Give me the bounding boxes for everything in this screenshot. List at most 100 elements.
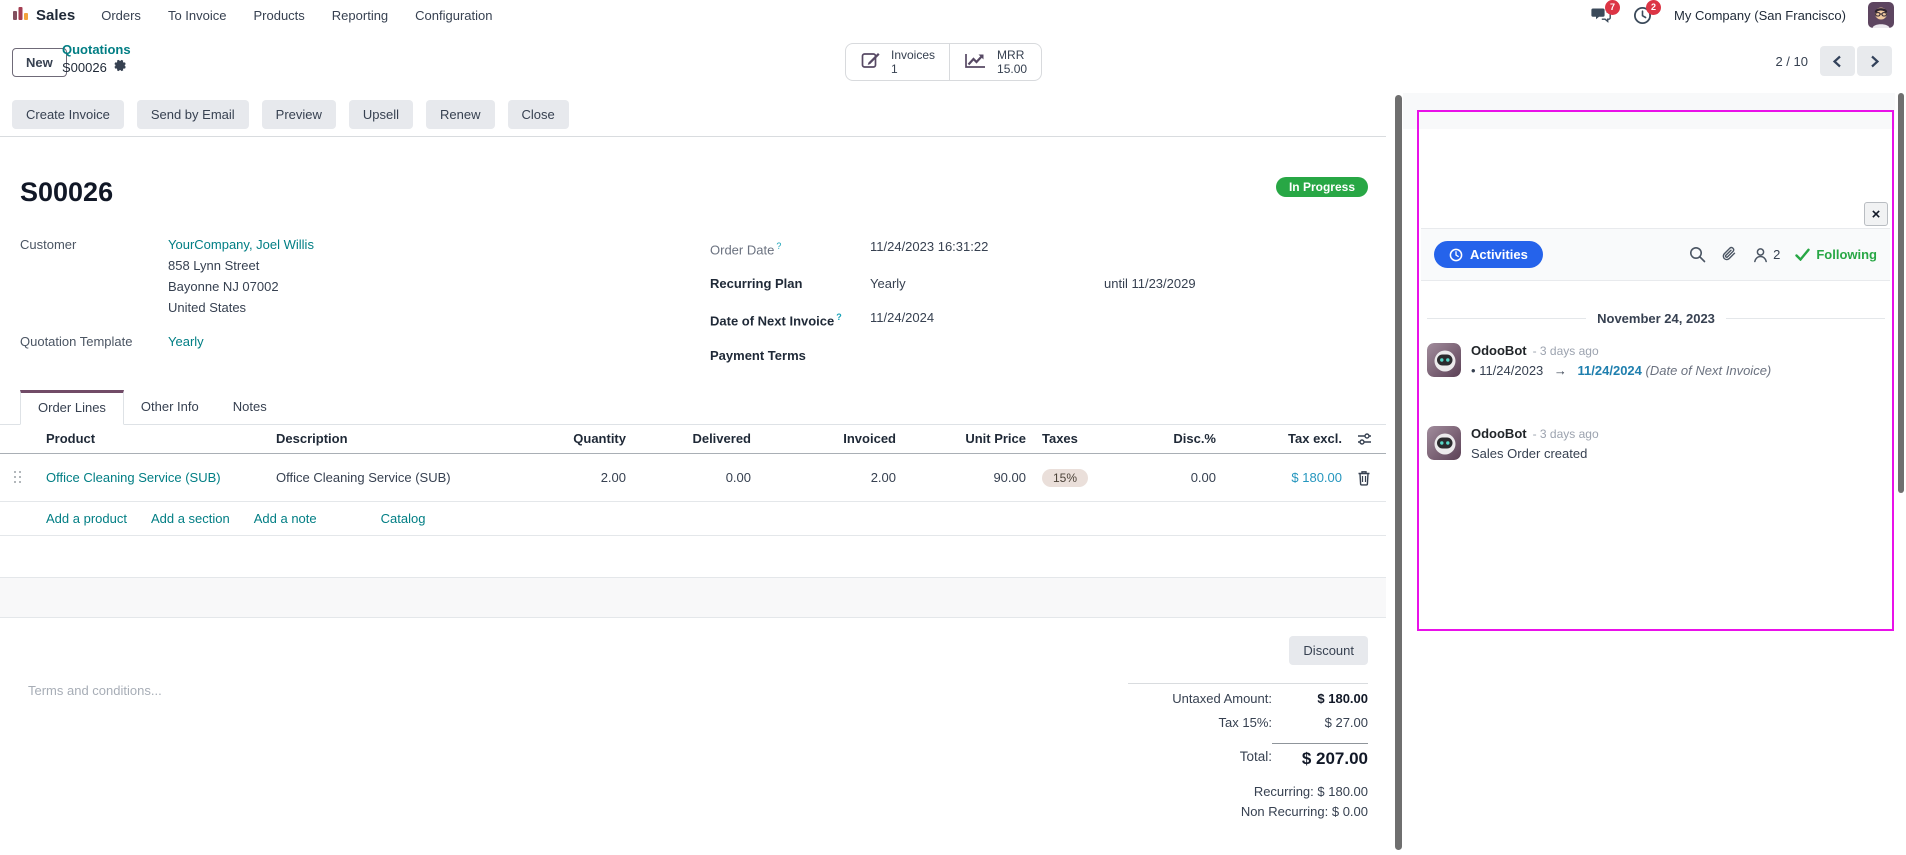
page-title: S00026: [20, 177, 114, 207]
col-quantity[interactable]: Quantity: [573, 431, 626, 446]
window-scrollbar[interactable]: [1898, 93, 1904, 493]
optional-columns-icon[interactable]: [1342, 432, 1386, 446]
col-taxes[interactable]: Taxes: [1042, 431, 1078, 446]
delete-row-icon[interactable]: [1342, 470, 1386, 486]
menu-item-reporting[interactable]: Reporting: [331, 7, 389, 23]
search-icon[interactable]: [1689, 246, 1706, 263]
send-by-email-button[interactable]: Send by Email: [136, 99, 249, 129]
tax-badge[interactable]: 15%: [1042, 468, 1089, 487]
col-description[interactable]: Description: [276, 431, 348, 446]
invoices-label: Invoices: [891, 48, 936, 62]
new-button[interactable]: New: [12, 48, 67, 77]
renew-button[interactable]: Renew: [426, 99, 495, 129]
add-note-link[interactable]: Add a note: [253, 511, 317, 526]
following-button[interactable]: Following: [1795, 247, 1877, 262]
col-invoiced[interactable]: Invoiced: [843, 431, 896, 446]
cell-invoiced[interactable]: 2.00: [870, 470, 896, 485]
tab-notes[interactable]: Notes: [232, 399, 267, 414]
quotation-template-link[interactable]: Yearly: [168, 334, 204, 349]
customer-link[interactable]: YourCompany, Joel Willis: [168, 237, 314, 252]
col-disc[interactable]: Disc.%: [1173, 431, 1216, 446]
help-icon: ?: [776, 241, 782, 251]
add-section-link[interactable]: Add a section: [150, 511, 230, 526]
followers-icon[interactable]: 2: [1752, 247, 1780, 263]
message-author[interactable]: OdooBot: [1471, 426, 1527, 441]
tab-other-info[interactable]: Other Info: [140, 399, 199, 414]
order-lines-table: Product Description Quantity Delivered I…: [0, 424, 1386, 618]
control-panel: New Quotations S00026 Invoices 1: [0, 30, 1906, 92]
menu-item-configuration[interactable]: Configuration: [415, 7, 493, 23]
table-row: Office Cleaning Service (SUB) Office Cle…: [0, 454, 1386, 502]
cell-unit-price[interactable]: 90.00: [993, 470, 1026, 485]
invoices-value: 1: [891, 62, 898, 76]
check-icon: [1795, 248, 1811, 261]
discount-button[interactable]: Discount: [1289, 636, 1368, 665]
next-invoice-value[interactable]: 11/24/2024: [870, 310, 935, 326]
breadcrumb-quotations[interactable]: Quotations: [62, 42, 131, 57]
menu-item-to-invoice[interactable]: To Invoice: [167, 7, 227, 23]
recurring-plan-value[interactable]: Yearly: [870, 276, 906, 292]
address-line-3: United States: [168, 300, 247, 315]
menu-item-orders[interactable]: Orders: [101, 7, 141, 23]
form-sheet: S00026 In Progress Customer YourCompany,…: [0, 137, 1386, 855]
col-delivered[interactable]: Delivered: [692, 431, 751, 446]
terms-input-placeholder[interactable]: Terms and conditions...: [28, 683, 162, 698]
menu-item-products[interactable]: Products: [253, 7, 305, 23]
gear-icon[interactable]: [113, 59, 126, 77]
order-fields: Order Date? 11/24/2023 16:31:22 Recurrin…: [710, 236, 1380, 379]
create-invoice-button[interactable]: Create Invoice: [12, 99, 124, 129]
address-line-2: Bayonne NJ 07002: [168, 279, 279, 294]
totals-block: Untaxed Amount: $ 180.00 Tax 15%: $ 27.0…: [1128, 683, 1368, 773]
activities-count-badge: 2: [1646, 0, 1662, 15]
attachment-icon[interactable]: [1721, 246, 1737, 263]
catalog-link[interactable]: Catalog: [380, 511, 426, 526]
col-product[interactable]: Product: [46, 431, 96, 446]
recurring-until-value[interactable]: until 11/23/2029: [1104, 276, 1196, 292]
order-date-value[interactable]: 11/24/2023 16:31:22: [870, 239, 989, 254]
col-tax-excl[interactable]: Tax excl.: [1288, 431, 1342, 446]
close-icon[interactable]: ×: [1864, 202, 1888, 226]
tracking-change: • 11/24/2023 → 11/24/2024 (Date of Next …: [1471, 361, 1786, 381]
messages-icon[interactable]: 7: [1591, 0, 1621, 24]
tracking-old-value: 11/24/2023: [1479, 363, 1544, 378]
activities-button[interactable]: Activities: [1434, 241, 1543, 268]
address-line-1: 858 Lynn Street: [168, 258, 260, 273]
cell-disc[interactable]: 0.00: [1190, 470, 1216, 485]
pager-next-button[interactable]: [1857, 46, 1892, 76]
invoices-smart-button[interactable]: Invoices 1: [846, 44, 949, 80]
cell-tax-excl: $ 180.00: [1291, 470, 1342, 485]
form-scrollbar[interactable]: [1395, 95, 1402, 850]
odoobot-avatar[interactable]: [1427, 426, 1461, 460]
chatter-panel: × Activities 2 Following: [1403, 93, 1906, 855]
table-header: Product Description Quantity Delivered I…: [0, 424, 1386, 454]
tracking-new-value: 11/24/2024: [1577, 363, 1642, 378]
arrow-right-icon: →: [1553, 363, 1567, 378]
col-unit-price[interactable]: Unit Price: [965, 431, 1026, 446]
tab-order-lines[interactable]: Order Lines: [20, 390, 124, 425]
product-link[interactable]: Office Cleaning Service (SUB): [46, 470, 221, 485]
pager-previous-button[interactable]: [1820, 46, 1855, 76]
close-button[interactable]: Close: [507, 99, 569, 129]
chatter-top-strip: [1403, 93, 1895, 129]
app-brand[interactable]: Sales: [12, 4, 75, 26]
activities-systray-icon[interactable]: 2: [1633, 0, 1662, 25]
odoobot-avatar[interactable]: [1427, 343, 1461, 377]
followers-count: 2: [1773, 247, 1781, 262]
help-icon: ?: [836, 312, 842, 323]
user-avatar[interactable]: [1868, 2, 1894, 28]
main-menu: Orders To Invoice Products Reporting Con…: [101, 8, 492, 23]
cell-description[interactable]: Office Cleaning Service (SUB): [276, 470, 451, 485]
cell-quantity[interactable]: 2.00: [600, 470, 626, 485]
quotation-template-label: Quotation Template: [20, 334, 133, 349]
mrr-smart-button[interactable]: MRR 15.00: [949, 44, 1041, 80]
add-product-link[interactable]: Add a product: [46, 511, 127, 526]
app-name[interactable]: Sales: [36, 6, 76, 24]
company-switcher[interactable]: My Company (San Francisco): [1674, 7, 1846, 23]
preview-button[interactable]: Preview: [261, 99, 336, 129]
cell-delivered[interactable]: 0.00: [725, 470, 751, 485]
upsell-button[interactable]: Upsell: [348, 99, 414, 129]
drag-handle-icon[interactable]: [0, 470, 36, 485]
message-author[interactable]: OdooBot: [1471, 343, 1527, 358]
untaxed-value: $ 180.00: [1317, 691, 1368, 706]
